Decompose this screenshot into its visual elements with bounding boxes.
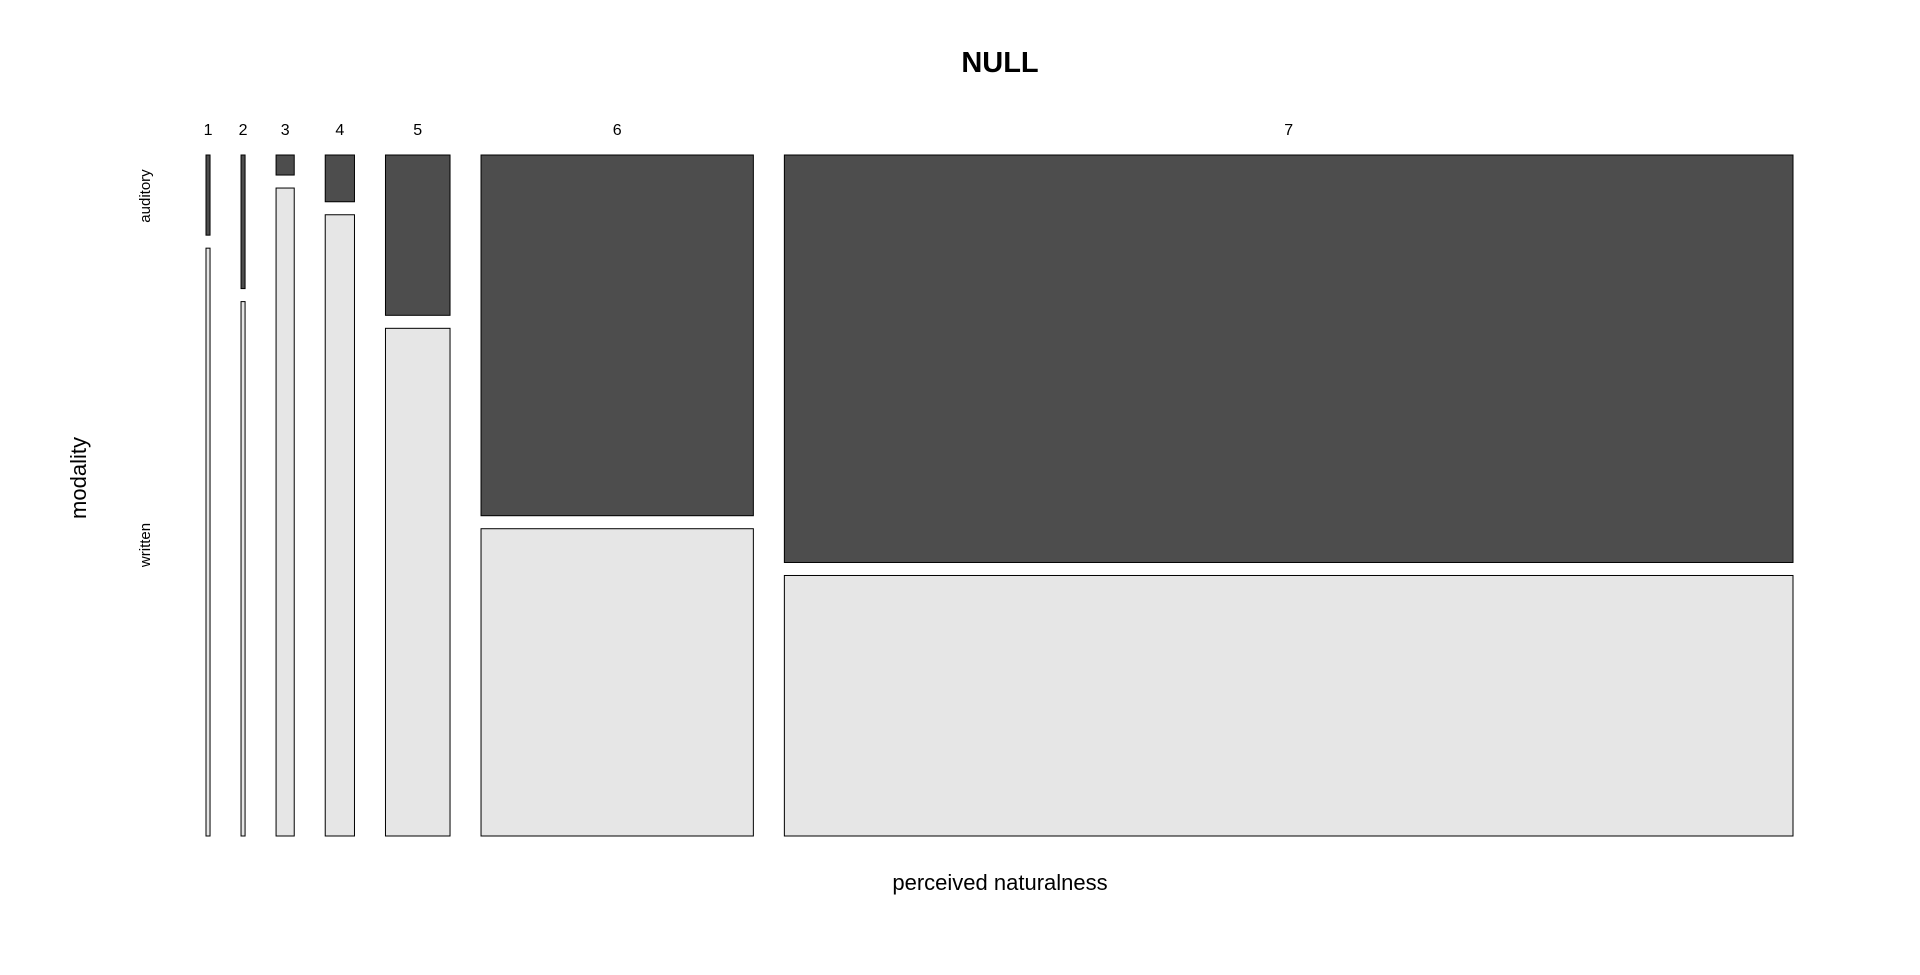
column-labels: 1 2 3 4 5 6 7: [204, 122, 1294, 139]
column-label-7: 7: [1284, 122, 1293, 139]
tile-auditory-1: [205, 154, 211, 236]
tile-written-3: [275, 187, 295, 837]
mosaic-tiles: [205, 154, 1794, 837]
tile-written-5: [384, 327, 451, 837]
column-label-5: 5: [413, 122, 422, 139]
tile-written-4: [324, 214, 355, 837]
column-label-4: 4: [335, 122, 344, 139]
tile-auditory-4: [324, 154, 355, 203]
tile-written-2: [240, 301, 246, 837]
column-label-3: 3: [281, 122, 290, 139]
column-label-2: 2: [239, 122, 248, 139]
x-axis-label: perceived naturalness: [892, 870, 1107, 895]
tile-auditory-2: [240, 154, 246, 290]
tile-written-1: [205, 247, 211, 837]
tile-written-6: [480, 528, 754, 837]
chart-title: NULL: [961, 47, 1038, 79]
tile-auditory-7: [783, 154, 1794, 563]
y-axis-label: modality: [66, 437, 91, 519]
tile-auditory-6: [480, 154, 754, 517]
row-label-auditory: auditory: [137, 169, 154, 223]
tile-auditory-3: [275, 154, 295, 176]
column-label-1: 1: [204, 122, 213, 139]
tile-auditory-5: [384, 154, 451, 316]
column-label-6: 6: [613, 122, 622, 139]
tile-written-7: [783, 574, 1794, 837]
row-label-written: written: [137, 523, 154, 568]
